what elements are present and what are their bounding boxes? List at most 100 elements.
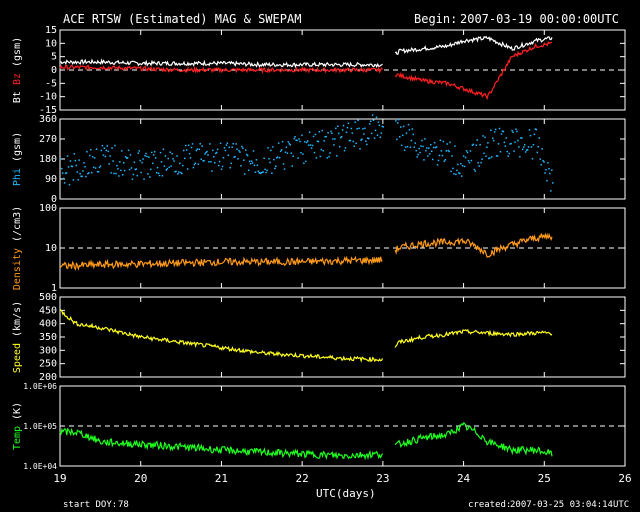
x-tick-label: 22 (296, 472, 309, 485)
x-tick-label: 25 (538, 472, 551, 485)
phi-point (377, 121, 380, 123)
phi-point (312, 135, 315, 138)
phi-point (373, 137, 376, 139)
phi-point (117, 168, 119, 170)
phi-point (306, 141, 308, 144)
phi-point (457, 163, 459, 166)
phi-point (340, 135, 343, 138)
phi-point (315, 157, 318, 159)
phi-point (502, 130, 505, 133)
phi-point (270, 149, 272, 152)
phi-point (469, 150, 472, 152)
phi-point (541, 148, 543, 150)
phi-point (480, 161, 482, 164)
density-ytick-label: 1 (51, 283, 57, 294)
phi-point (381, 125, 384, 128)
phi-point (90, 171, 93, 174)
phi-point (420, 145, 422, 147)
phi-point (170, 165, 172, 167)
phi-point (321, 129, 324, 132)
phi-point (441, 154, 444, 157)
phi-point (191, 143, 194, 145)
phi-point (486, 146, 488, 148)
temp-ytick-label: 1.0E+04 (23, 462, 57, 471)
phi-point (368, 137, 370, 140)
phi-point (294, 135, 296, 138)
phi-point (175, 170, 177, 173)
phi-point (110, 172, 112, 174)
phi-point (185, 149, 188, 151)
phi-point (488, 157, 490, 160)
phi-point (75, 164, 77, 167)
phi-point (287, 141, 290, 143)
phi-point (83, 162, 85, 164)
phi-point (243, 159, 245, 161)
phi-point (421, 139, 423, 142)
phi-point (444, 159, 447, 161)
phi-point (276, 156, 279, 158)
phi-point (62, 177, 65, 180)
phi-point (216, 148, 219, 151)
phi-point (344, 147, 347, 149)
phi-point (432, 146, 435, 149)
phi-point (426, 147, 428, 149)
phi-point (88, 172, 90, 174)
phi-point (485, 155, 487, 158)
phi-point (241, 145, 243, 148)
phi-point (528, 129, 531, 131)
phi-point (335, 127, 337, 130)
phi-point (259, 172, 262, 175)
density-series (59, 232, 553, 271)
phi-point (209, 143, 211, 145)
phi-point (226, 142, 229, 144)
phi-point (404, 146, 407, 148)
phi-point (214, 161, 216, 164)
phi-point (310, 147, 313, 149)
phi-point (511, 129, 513, 132)
phi-point (358, 127, 360, 130)
phi-point (415, 149, 417, 152)
phi-point (61, 172, 64, 174)
phi-point (410, 139, 413, 142)
phi-point (184, 144, 187, 147)
phi-point (114, 144, 116, 147)
phi-point (177, 173, 179, 175)
phi-point (440, 150, 443, 152)
phi-point (307, 144, 310, 146)
phi-point (431, 158, 434, 161)
phi-point (487, 142, 489, 144)
phi-point (223, 147, 226, 149)
phi-point (292, 155, 294, 157)
phi-point (66, 155, 69, 157)
phi-ytick-label: 0 (51, 194, 57, 205)
phi-point (523, 144, 526, 146)
x-tick-label: 23 (376, 472, 389, 485)
phi-point (242, 147, 244, 149)
phi-point (376, 134, 379, 136)
phi-point (504, 145, 507, 147)
phi-point (125, 157, 128, 160)
phi-point (362, 128, 364, 130)
phi-point (413, 146, 416, 148)
phi-point (134, 168, 137, 171)
phi-point (186, 168, 189, 170)
phi-point (236, 148, 238, 151)
phi-point (222, 156, 225, 159)
phi-point (302, 153, 304, 155)
phi-point (77, 179, 79, 181)
phi-point (102, 154, 105, 156)
phi-point (121, 174, 124, 176)
phi-point (291, 165, 293, 167)
phi-point (520, 137, 522, 139)
phi-point (154, 157, 157, 159)
phi-point (159, 151, 162, 154)
phi-point (92, 166, 95, 169)
phi-point (319, 155, 322, 158)
phi-point (133, 161, 136, 164)
speed-ytick-label: 500 (39, 292, 57, 303)
phi-point (375, 116, 378, 119)
phi-point (204, 153, 206, 155)
phi-point (260, 172, 262, 174)
phi-point (109, 155, 111, 157)
phi-point (104, 155, 107, 158)
